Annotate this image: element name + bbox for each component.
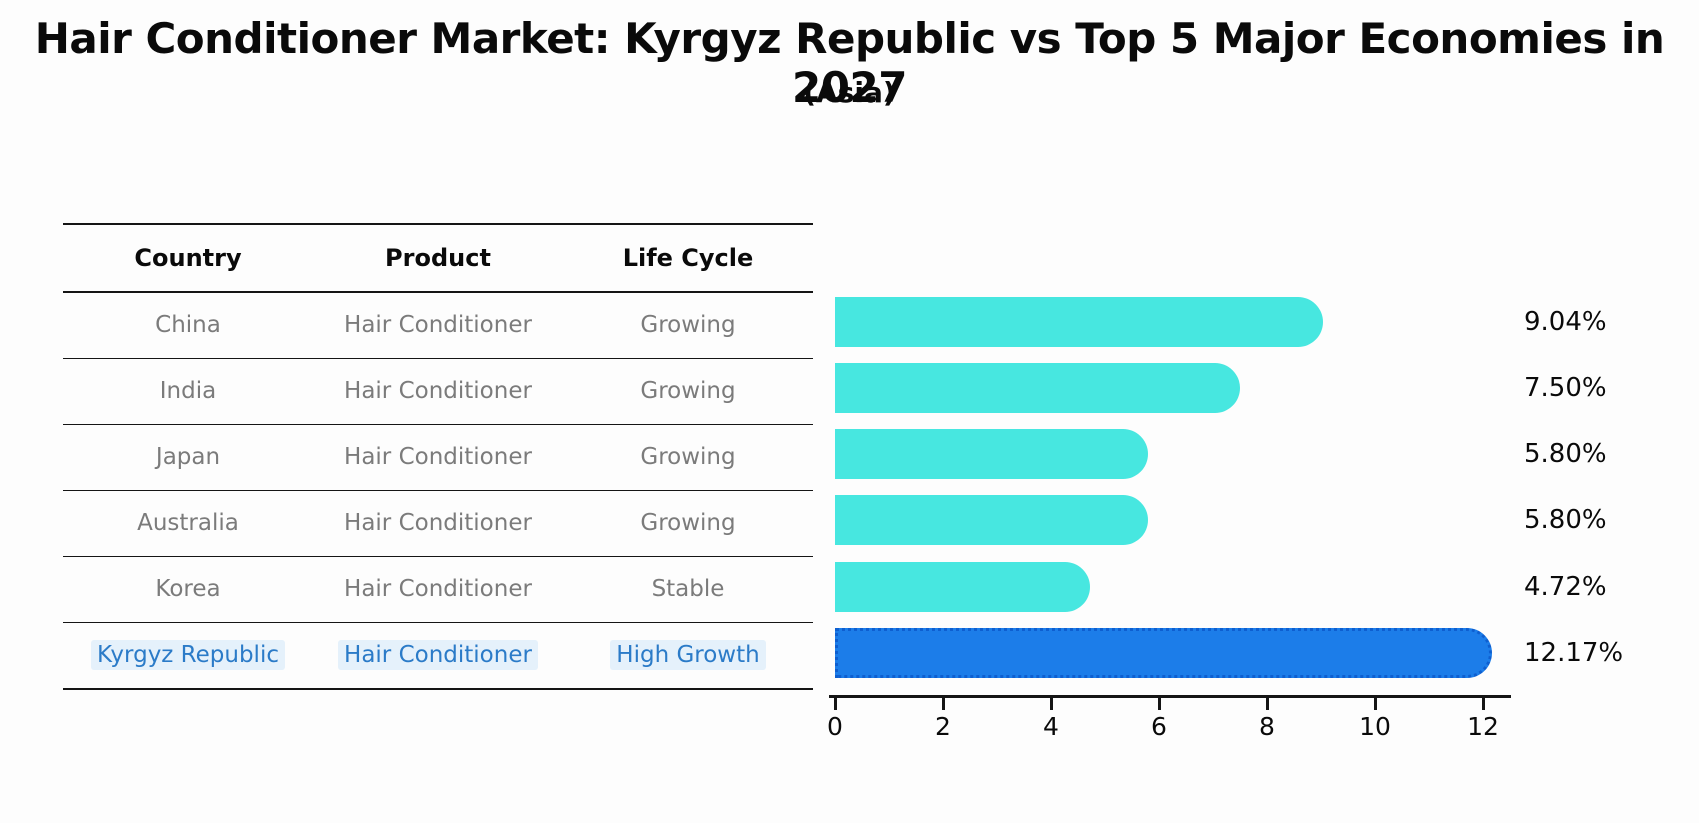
chart-title: Hair Conditioner Market: Kyrgyz Republic…: [34, 14, 1665, 112]
cell-country: India: [159, 378, 217, 404]
column-header-product: Product: [385, 243, 491, 272]
tick-label: 10: [1359, 712, 1391, 741]
bar-value-label-korea: 4.72%: [1524, 572, 1607, 602]
tick-label: 4: [1043, 712, 1059, 741]
cell-country: Australia: [137, 510, 239, 536]
bar-kyrgyz-republic: [835, 628, 1492, 678]
cell-product: Hair Conditioner: [344, 510, 532, 536]
bar-japan: [835, 429, 1148, 479]
column-header-country: Country: [134, 243, 242, 272]
bar-korea: [835, 562, 1090, 612]
tick-label: 0: [827, 712, 843, 741]
cell-product: Hair Conditioner: [344, 378, 532, 404]
bar-china: [835, 297, 1323, 347]
tick-label: 6: [1151, 712, 1167, 741]
cell-product: Hair Conditioner: [344, 576, 532, 602]
bar-value-label-china: 9.04%: [1524, 307, 1607, 337]
tick-mark: [941, 698, 945, 710]
cell-country: Korea: [155, 576, 221, 602]
cell-lifecycle: Growing: [640, 312, 736, 338]
table-row-china: China Hair Conditioner Growing: [63, 293, 813, 359]
tick-mark: [1049, 698, 1053, 710]
table-header-row: Country Product Life Cycle: [63, 225, 813, 293]
bar-australia: [835, 495, 1148, 545]
tick-mark: [1373, 698, 1377, 710]
cell-lifecycle: Growing: [640, 378, 736, 404]
tick-mark: [1157, 698, 1161, 710]
table-row-india: India Hair Conditioner Growing: [63, 359, 813, 425]
tick-label: 12: [1467, 712, 1499, 741]
cell-lifecycle: Growing: [640, 510, 736, 536]
cell-lifecycle: High Growth: [563, 640, 813, 670]
tick-mark: [1481, 698, 1485, 710]
bar-value-label-australia: 5.80%: [1524, 505, 1607, 535]
cell-product: Hair Conditioner: [313, 640, 563, 670]
tick-mark: [833, 698, 837, 710]
table-row-korea: Korea Hair Conditioner Stable: [63, 557, 813, 623]
bar-value-label-japan: 5.80%: [1524, 439, 1607, 469]
table-row-kyrgyz-republic: Kyrgyz Republic Hair Conditioner High Gr…: [63, 623, 813, 690]
cell-lifecycle: Growing: [640, 444, 736, 470]
tick-mark: [1265, 698, 1269, 710]
column-header-lifecycle: Life Cycle: [622, 243, 754, 272]
cell-product: Hair Conditioner: [344, 444, 532, 470]
cell-lifecycle: Stable: [651, 576, 725, 602]
bar-india: [835, 363, 1240, 413]
tick-label: 8: [1259, 712, 1275, 741]
x-axis-line: [829, 695, 1511, 698]
cell-product: Hair Conditioner: [344, 312, 532, 338]
cell-country: Japan: [155, 444, 221, 470]
comparison-table: Country Product Life Cycle China Hair Co…: [63, 223, 813, 690]
cell-country: China: [155, 312, 221, 338]
chart-subtitle: (Asia): [803, 76, 896, 109]
bar-value-label-kyrgyz-republic: 12.17%: [1524, 638, 1624, 668]
table-row-australia: Australia Hair Conditioner Growing: [63, 491, 813, 557]
bar-value-label-india: 7.50%: [1524, 373, 1607, 403]
tick-label: 2: [935, 712, 951, 741]
table-row-japan: Japan Hair Conditioner Growing: [63, 425, 813, 491]
cell-country: Kyrgyz Republic: [63, 640, 313, 670]
